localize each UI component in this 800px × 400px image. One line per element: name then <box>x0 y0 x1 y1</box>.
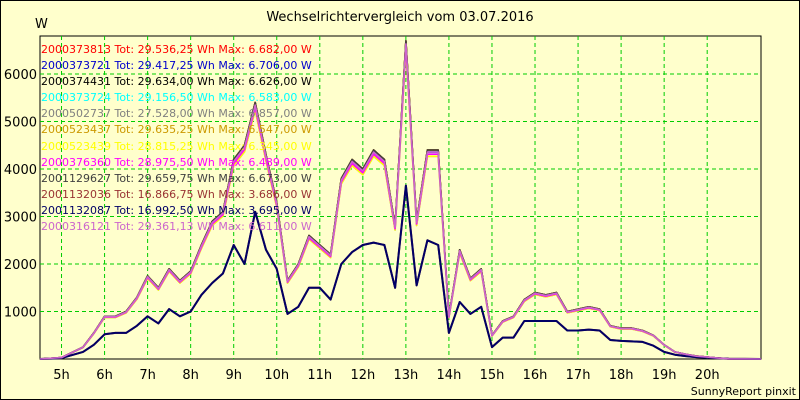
x-tick-label: 13h <box>393 368 418 383</box>
x-tick-label: 20h <box>695 368 720 383</box>
series-line-10 <box>39 184 762 360</box>
x-tick-label: 15h <box>480 368 505 383</box>
y-tick-label: 3000 <box>4 211 37 226</box>
x-tick-label: 8h <box>182 368 199 383</box>
series-line-11 <box>39 43 762 360</box>
x-axis-ticks: 5h 6h 7h 8h 9h 10h 11h 12h 13h 14h 15h 16h 17h 18h 19h… <box>53 368 719 383</box>
x-tick-label: 18h <box>609 368 634 383</box>
x-tick-label: 7h <box>139 368 156 383</box>
x-tick-label: 5h <box>53 368 70 383</box>
x-tick-label: 12h <box>350 368 375 383</box>
x-tick-label: 19h <box>652 368 677 383</box>
legend-entry: 2000316121 Tot: 29.361,13 Wh Max: 6.611,… <box>41 220 312 234</box>
legend-entry: 2000374431 Tot: 29.634,00 Wh Max: 6.626,… <box>41 75 312 89</box>
series-lines <box>39 39 762 360</box>
x-tick-label: 6h <box>96 368 113 383</box>
x-tick-label: 16h <box>523 368 548 383</box>
y-tick-label: 5000 <box>4 116 37 131</box>
legend-entry: 2000373813 Tot: 29.536,25 Wh Max: 6.682,… <box>41 43 312 56</box>
x-tick-label: 9h <box>225 368 242 383</box>
y-tick-label: 2000 <box>4 258 37 273</box>
legend-entry: 2000523439 Tot: 28.815,25 Wh Max: 6.345,… <box>41 139 312 153</box>
y-axis-ticks: 1000 2000 3000 4000 5000 6000 <box>4 68 37 321</box>
legend-entry: 2000502737 Tot: 27.528,00 Wh Max: 6.857,… <box>41 107 312 121</box>
legend-entry: 2001132036 Tot: 16.866,75 Wh Max: 3.686,… <box>41 187 312 201</box>
legend-entry: 2000373721 Tot: 29.417,25 Wh Max: 6.706,… <box>41 59 312 73</box>
x-tick-label: 11h <box>307 368 332 383</box>
x-tick-label: 17h <box>566 368 591 383</box>
legend-entry: 2000523437 Tot: 29.635,25 Wh Max: 6.547,… <box>41 123 312 137</box>
x-tick-label: 10h <box>264 368 289 383</box>
plot-area <box>39 35 762 360</box>
legend-entry: 2001132087 Tot: 16.992,50 Wh Max: 3.695,… <box>41 203 312 217</box>
footer-credit: SunnyReport pinxit <box>690 385 796 398</box>
y-axis-unit-label: W <box>35 17 48 32</box>
y-tick-label: 4000 <box>4 163 37 178</box>
y-tick-label: 6000 <box>4 68 37 83</box>
chart-title: Wechselrichtervergleich vom 03.07.2016 <box>266 10 534 25</box>
legend-entry: 2001129627 Tot: 29.659,75 Wh Max: 6.673,… <box>41 171 312 185</box>
legend-entry: 2000373724 Tot: 29.156,50 Wh Max: 6.583,… <box>41 91 312 105</box>
x-tick-label: 14h <box>437 368 462 383</box>
y-tick-label: 1000 <box>4 306 37 321</box>
legend: 2000373813 Tot: 29.536,25 Wh Max: 6.682,… <box>41 42 312 235</box>
legend-entry: 2000376360 Tot: 28.975,50 Wh Max: 6.489,… <box>41 155 312 169</box>
